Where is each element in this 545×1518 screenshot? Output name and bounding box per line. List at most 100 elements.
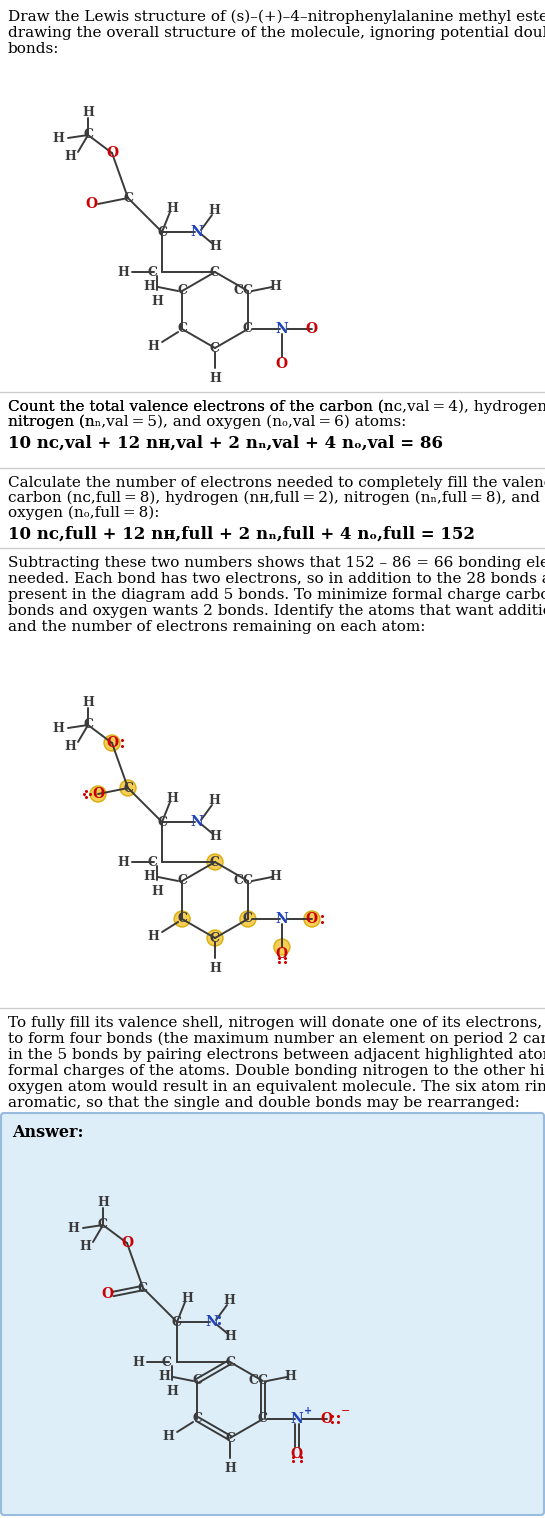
Circle shape — [207, 931, 223, 946]
Text: To fully fill its valence shell, nitrogen will donate one of its electrons, allo: To fully fill its valence shell, nitroge… — [8, 1016, 545, 1031]
Text: to form four bonds (the maximum number an element on period 2 can form). Fill: to form four bonds (the maximum number a… — [8, 1032, 545, 1046]
Text: H: H — [269, 281, 281, 293]
Text: H: H — [143, 870, 155, 883]
Text: C: C — [162, 1356, 172, 1369]
Text: H: H — [208, 794, 220, 808]
Text: Answer:: Answer: — [12, 1123, 83, 1142]
Circle shape — [104, 735, 120, 751]
Text: N: N — [205, 1315, 219, 1328]
Text: carbon (nᴄ,full = 8), hydrogen (nʜ,full = 2), nitrogen (nₙ,full = 8), and: carbon (nᴄ,full = 8), hydrogen (nʜ,full … — [8, 490, 540, 505]
Text: C: C — [192, 1413, 202, 1425]
Text: C: C — [243, 912, 253, 926]
Text: O: O — [276, 357, 288, 370]
Text: H: H — [143, 281, 155, 293]
Text: C: C — [234, 874, 244, 888]
Text: N: N — [191, 815, 203, 829]
FancyBboxPatch shape — [1, 1113, 544, 1515]
Text: Draw the Lewis structure of (s)–(+)–4–nitrophenylalanine methyl ester. Start by: Draw the Lewis structure of (s)–(+)–4–ni… — [8, 11, 545, 24]
Text: C: C — [192, 1374, 202, 1387]
Text: C: C — [177, 874, 187, 888]
Text: H: H — [166, 202, 178, 214]
Circle shape — [240, 911, 256, 927]
Text: H: H — [162, 1430, 174, 1442]
Text: C: C — [243, 322, 253, 335]
Circle shape — [274, 940, 290, 955]
Text: C: C — [157, 815, 167, 829]
Text: C: C — [123, 191, 133, 205]
Text: C: C — [147, 856, 157, 868]
Text: nitrogen (nₙ,val = 5), and oxygen (nₒ,val = 6) atoms:: nitrogen (nₙ,val = 5), and oxygen (nₒ,va… — [8, 414, 407, 430]
Text: needed. Each bond has two electrons, so in addition to the 28 bonds already: needed. Each bond has two electrons, so … — [8, 572, 545, 586]
Text: H: H — [151, 294, 163, 308]
Text: H: H — [132, 1356, 144, 1369]
Text: C: C — [98, 1219, 108, 1231]
Text: O: O — [106, 146, 118, 159]
Text: O: O — [101, 1287, 113, 1301]
Text: C: C — [177, 284, 187, 298]
Text: H: H — [166, 1384, 178, 1398]
Text: H: H — [209, 372, 221, 386]
Text: N: N — [276, 912, 288, 926]
Text: Calculate the number of electrons needed to completely fill the valence shells f: Calculate the number of electrons needed… — [8, 477, 545, 490]
Text: formal charges of the atoms. Double bonding nitrogen to the other highlighted: formal charges of the atoms. Double bond… — [8, 1064, 545, 1078]
Text: O: O — [106, 736, 118, 750]
Text: O: O — [92, 786, 104, 802]
Text: O: O — [121, 1236, 133, 1249]
Text: H: H — [64, 150, 76, 164]
Text: H: H — [181, 1292, 193, 1304]
Text: +: + — [304, 1406, 312, 1416]
Text: H: H — [209, 240, 221, 254]
Text: H: H — [224, 1462, 236, 1475]
Text: Count the total valence electrons of the carbon (n: Count the total valence electrons of the… — [8, 401, 393, 414]
Text: O: O — [306, 322, 318, 335]
Text: H: H — [79, 1240, 91, 1254]
Text: bonds:: bonds: — [8, 43, 59, 56]
Text: C: C — [138, 1281, 148, 1295]
Text: H: H — [209, 962, 221, 975]
Text: O: O — [86, 197, 98, 211]
Text: Subtracting these two numbers shows that 152 – 86 = 66 bonding electrons are: Subtracting these two numbers shows that… — [8, 556, 545, 569]
Text: O: O — [321, 1412, 333, 1425]
Text: bonds and oxygen wants 2 bonds. Identify the atoms that want additional bonds: bonds and oxygen wants 2 bonds. Identify… — [8, 604, 545, 618]
Text: C: C — [258, 1413, 268, 1425]
Text: nitrogen (n: nitrogen (n — [8, 414, 95, 430]
Text: C: C — [225, 1431, 235, 1445]
Text: and the number of electrons remaining on each atom:: and the number of electrons remaining on… — [8, 619, 426, 635]
Text: H: H — [82, 697, 94, 709]
Text: H: H — [117, 856, 129, 868]
Circle shape — [207, 855, 223, 870]
Text: C: C — [147, 266, 157, 278]
Text: N: N — [191, 225, 203, 238]
Text: C: C — [234, 284, 244, 298]
Text: H: H — [284, 1371, 296, 1383]
Text: C: C — [177, 322, 187, 335]
Circle shape — [90, 786, 106, 802]
Text: aromatic, so that the single and double bonds may be rearranged:: aromatic, so that the single and double … — [8, 1096, 520, 1110]
Text: H: H — [52, 721, 64, 735]
Text: H: H — [166, 791, 178, 805]
Text: H: H — [64, 741, 76, 753]
Text: H: H — [97, 1196, 109, 1210]
Text: H: H — [82, 106, 94, 120]
Text: H: H — [67, 1222, 79, 1234]
Text: Count the total valence electrons of the carbon (nᴄ,val = 4), hydrogen (nʜ,val =: Count the total valence electrons of the… — [8, 401, 545, 414]
Text: present in the diagram add 5 bonds. To minimize formal charge carbon wants 4: present in the diagram add 5 bonds. To m… — [8, 587, 545, 603]
Text: H: H — [209, 830, 221, 844]
Text: N: N — [276, 322, 288, 335]
Text: 10 nᴄ,full + 12 nʜ,full + 2 nₙ,full + 4 nₒ,full = 152: 10 nᴄ,full + 12 nʜ,full + 2 nₙ,full + 4 … — [8, 527, 475, 543]
Text: H: H — [269, 870, 281, 883]
Text: C: C — [83, 718, 93, 732]
Text: in the 5 bonds by pairing electrons between adjacent highlighted atoms, noting t: in the 5 bonds by pairing electrons betw… — [8, 1047, 545, 1063]
Text: oxygen (nₒ,full = 8):: oxygen (nₒ,full = 8): — [8, 505, 160, 521]
Text: N: N — [290, 1412, 303, 1425]
Text: C: C — [123, 782, 133, 794]
Text: C: C — [210, 342, 220, 355]
Text: O: O — [276, 947, 288, 961]
Text: C: C — [210, 932, 220, 944]
Text: H: H — [147, 340, 159, 352]
Text: C: C — [249, 1374, 259, 1387]
Text: C: C — [225, 1356, 235, 1369]
Text: O: O — [306, 912, 318, 926]
Circle shape — [304, 911, 320, 927]
Text: drawing the overall structure of the molecule, ignoring potential double and tri: drawing the overall structure of the mol… — [8, 26, 545, 39]
